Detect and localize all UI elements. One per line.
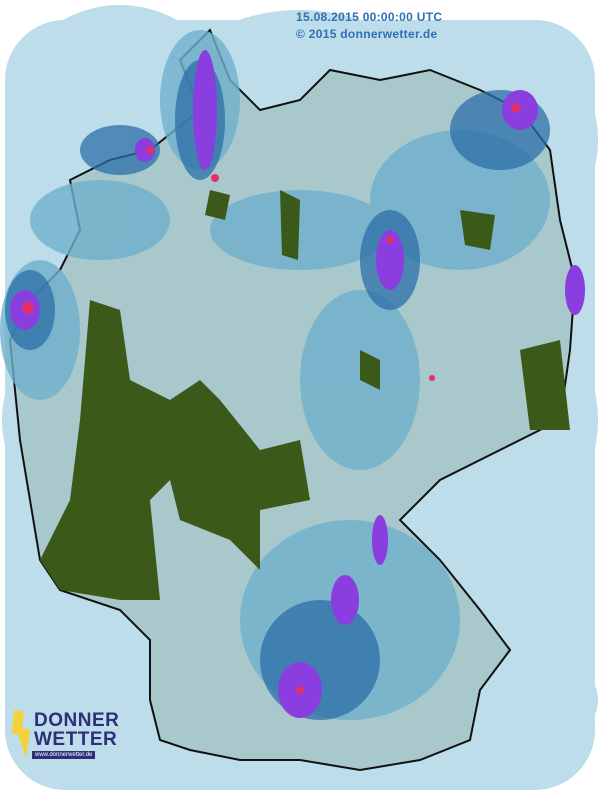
logo-line2: WETTER: [34, 729, 118, 750]
lightning-bolt-icon: [12, 710, 30, 758]
copyright: © 2015 donnerwetter.de: [296, 27, 438, 41]
donnerwetter-logo: DONNER WETTER www.donnerwetter.de: [10, 708, 119, 764]
timestamp: 15.08.2015 00:00:00 UTC: [296, 10, 443, 24]
logo-line1: DONNER: [34, 710, 120, 731]
clutter-areas: [40, 190, 570, 600]
logo-url: www.donnerwetter.de: [32, 751, 96, 759]
rain-very-heavy: [22, 103, 521, 694]
